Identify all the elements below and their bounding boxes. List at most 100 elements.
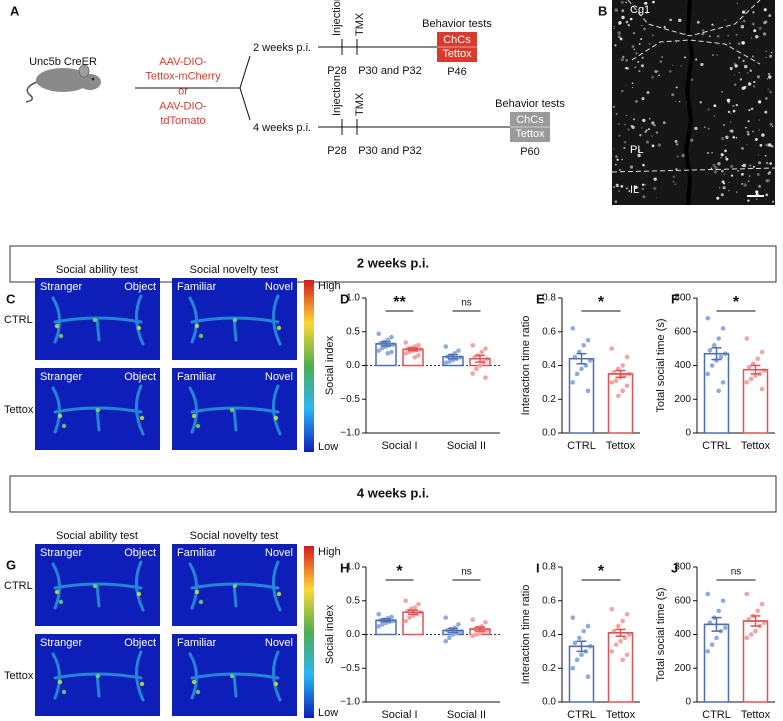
test-title: Social ability test	[56, 530, 138, 542]
micrograph-speckle	[765, 143, 769, 147]
micrograph-speckle	[621, 158, 623, 161]
micrograph-speckle	[651, 135, 653, 137]
micrograph-speckle	[727, 34, 729, 37]
micrograph-speckle	[672, 64, 674, 66]
micrograph-speckle	[613, 27, 615, 30]
micrograph-speckle	[766, 78, 769, 80]
data-point	[744, 635, 750, 641]
data-point	[720, 326, 726, 331]
micrograph-speckle	[747, 199, 750, 202]
micrograph-speckle	[652, 0, 655, 4]
micrograph-speckle	[724, 149, 727, 153]
micrograph-speckle	[765, 97, 768, 100]
heatmap-spot	[198, 599, 204, 605]
y-tick-label: 0.2	[542, 663, 556, 674]
data-point	[624, 354, 630, 360]
data-point	[712, 342, 717, 348]
test-box-label: Tettox	[442, 48, 472, 60]
micrograph-speckle	[724, 19, 726, 21]
y-tick-label: −1.0	[340, 697, 360, 708]
data-point	[744, 591, 750, 597]
y-tick-label: 0	[685, 428, 691, 439]
micrograph-speckle	[625, 1, 627, 4]
data-point	[474, 366, 479, 372]
micrograph-speckle	[768, 75, 772, 79]
data-point	[716, 336, 721, 341]
micrograph-speckle	[674, 139, 678, 143]
micrograph-speckle	[746, 130, 750, 134]
micrograph-speckle	[767, 171, 771, 175]
micrograph-speckle	[707, 127, 710, 130]
data-point	[456, 348, 461, 353]
condition-label: Tettox	[4, 404, 34, 416]
heatmap-spot	[92, 317, 98, 323]
data-point	[620, 657, 625, 663]
y-tick-label: 0.0	[346, 629, 360, 640]
y-tick-label: 0.4	[542, 360, 556, 371]
data-point	[574, 657, 580, 663]
heatmap-spot	[194, 589, 200, 595]
data-point	[755, 356, 760, 362]
micrograph-speckle	[634, 66, 637, 68]
heatmap-trace	[188, 384, 282, 436]
micrograph-speckle	[759, 144, 763, 147]
micrograph-speckle	[713, 170, 718, 174]
chamber-label: Stranger	[40, 637, 83, 649]
micrograph-speckle	[638, 43, 641, 45]
mouse-head	[79, 74, 101, 90]
micrograph-speckle	[690, 138, 694, 142]
micrograph-speckle	[752, 23, 755, 25]
y-tick-label: 0.0	[542, 697, 556, 708]
micrograph-speckle	[635, 52, 638, 55]
micrograph-speckle	[758, 100, 762, 104]
y-axis-label: Total social time (s)	[655, 318, 667, 412]
data-point	[376, 348, 382, 353]
data-point	[416, 353, 421, 358]
micrograph-speckle	[747, 120, 750, 123]
micrograph-speckle	[617, 31, 621, 35]
micrograph-speckle	[703, 126, 706, 128]
micrograph-speckle	[645, 129, 648, 132]
micrograph-speckle	[728, 181, 730, 184]
x-tick-label: Social I	[381, 709, 417, 721]
micrograph-speckle	[733, 62, 737, 66]
micrograph-speckle	[620, 0, 624, 4]
chamber-label: Familiar	[177, 547, 216, 559]
data-point	[759, 601, 765, 607]
micrograph-speckle	[614, 200, 618, 203]
micrograph-speckle	[642, 163, 645, 167]
mouse-eye	[91, 77, 95, 81]
micrograph-speckle	[674, 183, 677, 186]
data-point	[759, 349, 765, 355]
micrograph-speckle	[750, 37, 753, 39]
data-point	[624, 611, 630, 617]
x-tick-label: Social II	[447, 709, 486, 721]
significance-label: *	[598, 563, 605, 580]
y-tick-label: 0.5	[346, 326, 360, 337]
data-point	[716, 388, 721, 394]
micrograph-speckle	[733, 74, 735, 76]
micrograph-speckle	[736, 2, 738, 4]
scale-label: High	[318, 280, 341, 292]
heatmap-spot	[195, 689, 201, 695]
micrograph-speckle	[612, 105, 616, 109]
micrograph-speckle	[651, 121, 655, 125]
micrograph-speckle	[723, 173, 726, 175]
micrograph-speckle	[746, 143, 748, 145]
bar	[742, 368, 769, 434]
data-point	[709, 642, 715, 647]
panel-label: G	[6, 557, 16, 572]
micrograph-speckle	[637, 60, 640, 63]
micrograph-speckle	[620, 89, 624, 93]
micrograph-speckle	[755, 190, 759, 194]
test-title: Social ability test	[56, 264, 138, 276]
micrograph-speckle	[632, 31, 636, 35]
micrograph-speckle	[651, 34, 654, 37]
micrograph-speckle	[637, 187, 639, 189]
micrograph-speckle	[641, 24, 643, 27]
micrograph-speckle	[623, 140, 627, 144]
heatmap-spot	[229, 673, 235, 679]
micrograph-speckle	[752, 130, 755, 133]
data-point	[412, 605, 418, 610]
